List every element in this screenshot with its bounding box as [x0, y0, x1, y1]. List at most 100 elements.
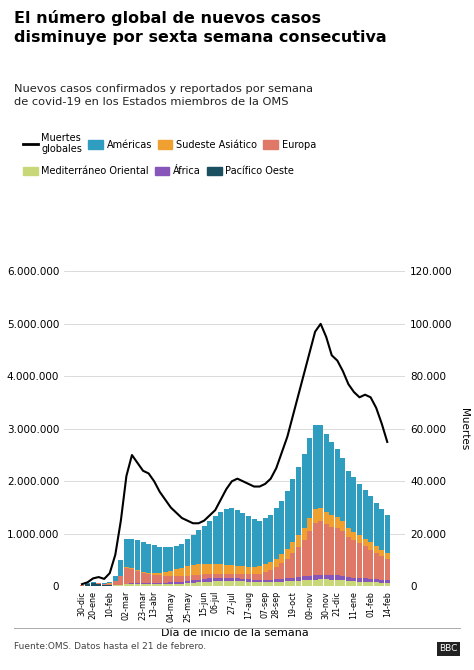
Bar	[191, 565, 195, 576]
Bar	[340, 521, 346, 531]
Bar	[357, 543, 362, 578]
Legend: Muertes
globales, Américas, Sudeste Asiático, Europa: Muertes globales, Américas, Sudeste Asiá…	[19, 129, 320, 158]
Bar	[240, 513, 246, 566]
Bar	[335, 528, 340, 576]
Bar	[185, 576, 190, 581]
Bar	[357, 484, 362, 535]
Bar	[235, 581, 240, 586]
Bar	[285, 559, 290, 578]
Bar	[196, 531, 201, 564]
Text: Nuevos casos confirmados y reportados por semana
de covid-19 en los Estados miem: Nuevos casos confirmados y reportados po…	[14, 84, 313, 107]
Bar	[185, 566, 190, 576]
Bar	[152, 573, 156, 575]
Bar	[129, 539, 135, 568]
Bar	[313, 523, 318, 575]
Bar	[252, 574, 256, 580]
Bar	[274, 567, 279, 579]
Bar	[346, 537, 351, 577]
Bar	[141, 584, 146, 586]
Bar	[135, 539, 140, 570]
Bar	[335, 576, 340, 580]
Bar	[363, 547, 367, 578]
Bar	[351, 582, 356, 586]
Bar	[141, 573, 146, 583]
Bar	[329, 575, 334, 580]
Bar	[113, 576, 118, 581]
Bar	[351, 578, 356, 582]
Bar	[340, 576, 346, 580]
Bar	[263, 580, 268, 582]
Bar	[285, 490, 290, 549]
Bar	[141, 583, 146, 584]
Bar	[185, 584, 190, 586]
Bar	[163, 572, 168, 576]
Bar	[157, 583, 162, 584]
Bar	[207, 563, 212, 574]
Bar	[191, 535, 195, 565]
Bar	[268, 580, 273, 582]
Legend: Mediterráneo Oriental, África, Pacífico Oeste: Mediterráneo Oriental, África, Pacífico …	[19, 162, 298, 180]
Bar	[268, 515, 273, 561]
Bar	[207, 582, 212, 586]
Y-axis label: Casos reportados: Casos reportados	[0, 383, 1, 474]
Bar	[363, 490, 367, 539]
Bar	[374, 553, 379, 580]
Bar	[102, 585, 107, 586]
Bar	[268, 582, 273, 586]
Text: Fuente:OMS. Datos hasta el 21 de febrero.: Fuente:OMS. Datos hasta el 21 de febrero…	[14, 643, 206, 651]
Bar	[318, 521, 323, 575]
Bar	[368, 549, 373, 579]
Bar	[179, 543, 184, 567]
Bar	[318, 580, 323, 586]
Bar	[213, 578, 218, 582]
Bar	[351, 531, 356, 540]
Bar	[313, 580, 318, 586]
Bar	[368, 496, 373, 543]
Bar	[196, 575, 201, 580]
Bar	[252, 567, 256, 574]
Bar	[196, 582, 201, 586]
Bar	[196, 564, 201, 575]
Bar	[351, 477, 356, 531]
Bar	[157, 573, 162, 576]
Bar	[207, 521, 212, 563]
Bar	[357, 535, 362, 543]
Bar	[335, 450, 340, 517]
Bar	[279, 582, 284, 586]
Bar	[235, 565, 240, 574]
Bar	[229, 565, 234, 574]
Bar	[146, 573, 151, 574]
Bar	[346, 577, 351, 581]
Bar	[324, 434, 328, 512]
Bar	[218, 574, 223, 578]
Bar	[163, 576, 168, 583]
Bar	[285, 549, 290, 559]
Bar	[385, 553, 390, 559]
Bar	[240, 574, 246, 579]
Bar	[224, 578, 229, 581]
Bar	[296, 547, 301, 577]
Bar	[285, 582, 290, 586]
Bar	[107, 584, 112, 585]
Bar	[201, 574, 207, 579]
Bar	[129, 569, 135, 584]
Bar	[235, 574, 240, 578]
Bar	[168, 571, 173, 576]
Bar	[224, 565, 229, 574]
Bar	[379, 549, 384, 555]
Bar	[307, 580, 312, 586]
Bar	[240, 582, 246, 586]
Bar	[124, 539, 129, 567]
Bar	[307, 531, 312, 576]
Bar	[196, 580, 201, 582]
Bar	[351, 540, 356, 578]
Bar	[307, 518, 312, 531]
Bar	[324, 525, 328, 575]
Bar	[179, 582, 184, 584]
Bar	[224, 581, 229, 586]
Bar	[363, 539, 367, 547]
Bar	[368, 543, 373, 549]
Bar	[157, 576, 162, 583]
Bar	[274, 509, 279, 559]
Bar	[318, 425, 323, 508]
